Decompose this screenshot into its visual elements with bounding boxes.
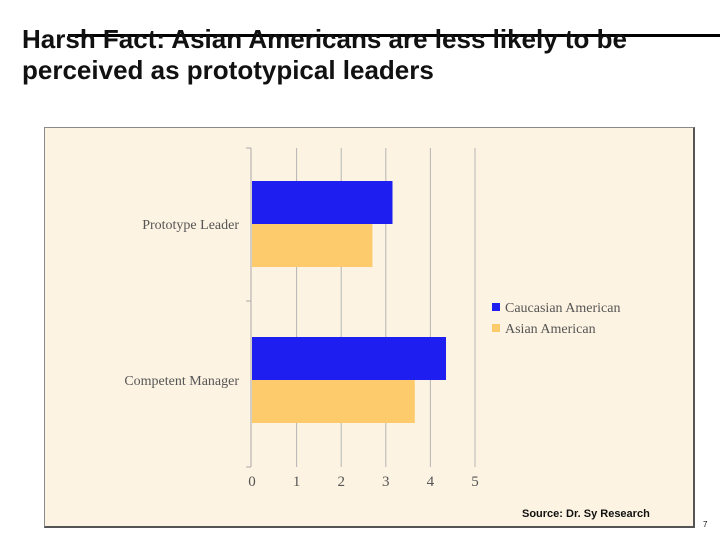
x-tick-labels: 0 1 2 3 4 5 bbox=[248, 474, 479, 490]
x-tick-label: 5 bbox=[471, 474, 479, 490]
category-labels: Prototype Leader Competent Manager bbox=[124, 218, 239, 389]
title-rule bbox=[68, 34, 720, 37]
x-tick-label: 3 bbox=[382, 474, 390, 490]
legend-swatch bbox=[492, 324, 500, 332]
bar-chart: 0 1 2 3 4 5 Prototype Leader Competent Manager… bbox=[124, 147, 620, 490]
category-label: Competent Manager bbox=[124, 374, 239, 389]
legend-label: Caucasian American bbox=[505, 301, 620, 316]
legend: Caucasian American Asian American bbox=[492, 301, 620, 337]
legend-swatch bbox=[492, 303, 500, 311]
bar bbox=[252, 380, 415, 423]
bar bbox=[252, 224, 373, 267]
x-tick-label: 1 bbox=[293, 474, 301, 490]
page-number: 7 bbox=[703, 520, 708, 529]
legend-label: Asian American bbox=[505, 322, 596, 337]
x-tick-label: 2 bbox=[337, 474, 345, 490]
x-tick-label: 0 bbox=[248, 474, 256, 490]
source-note: Source: Dr. Sy Research bbox=[522, 508, 650, 520]
x-tick-label: 4 bbox=[427, 474, 435, 490]
category-label: Prototype Leader bbox=[142, 218, 239, 233]
slide-title: Harsh Fact: Asian Americans are less lik… bbox=[22, 24, 628, 85]
bars bbox=[252, 181, 447, 423]
bar bbox=[252, 337, 447, 380]
bar bbox=[252, 181, 393, 224]
chart-frame: 0 1 2 3 4 5 Prototype Leader Competent Manager… bbox=[44, 127, 695, 528]
